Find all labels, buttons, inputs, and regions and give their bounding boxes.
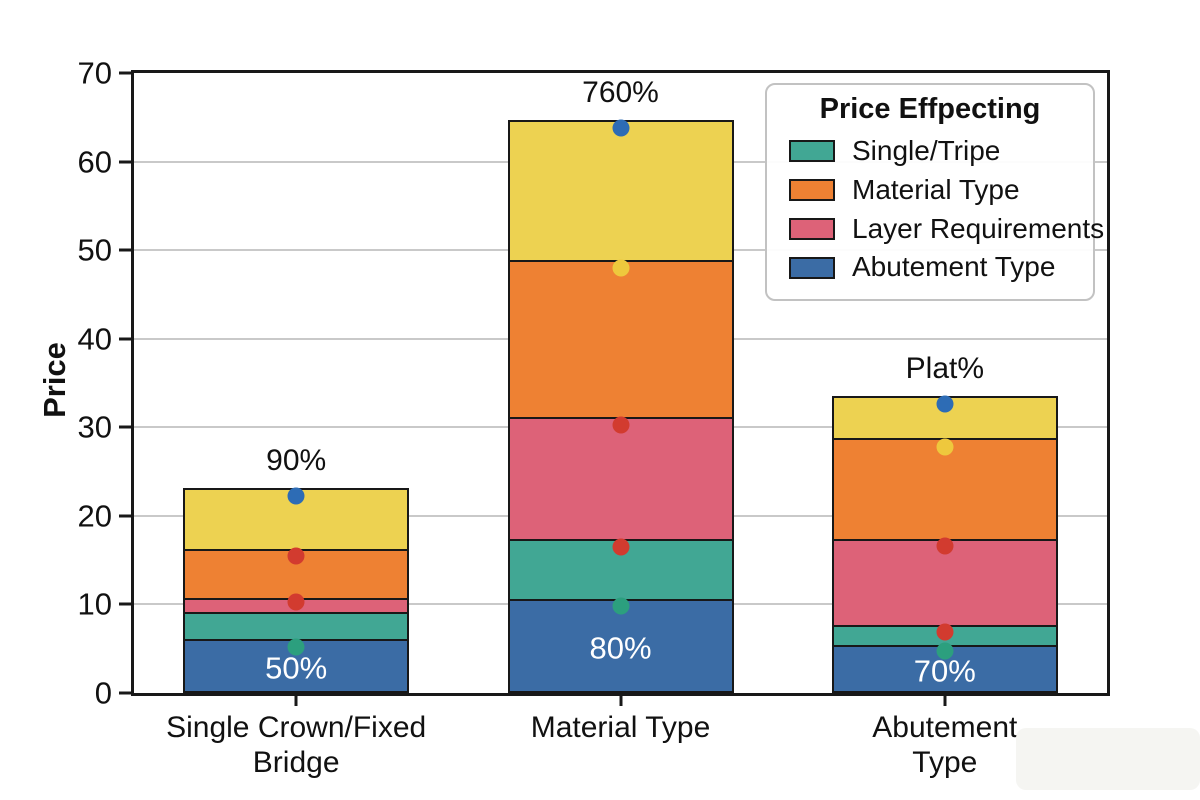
legend-items: Single/Tripe Material Type Layer Requireme… <box>767 132 1104 287</box>
axis-ticks-layer: 0 10 20 30 40 50 60 70 Single Crown/Fixed Bridge… <box>78 58 1107 780</box>
marker-dot <box>612 538 629 556</box>
legend-swatch-icon <box>789 217 835 240</box>
y-tick-mark-20 <box>119 514 134 518</box>
legend-item: Material Type <box>767 171 1093 210</box>
legend-item-label: Layer Requirements <box>852 212 1105 244</box>
bar-inner-label: 80% <box>589 630 652 666</box>
marker-dot <box>612 416 629 434</box>
y-tick-label: 20 <box>77 498 112 534</box>
legend-title: Price Effpecting <box>819 93 1041 125</box>
y-tick-label: 30 <box>77 409 112 445</box>
marker-dot <box>612 119 629 137</box>
y-tick-label: 0 <box>94 675 112 711</box>
x-tick-mark <box>294 696 298 706</box>
y-tick-mark-0 <box>119 691 134 695</box>
x-tick-label: Material Type <box>530 711 711 744</box>
bar-segment-material-type <box>507 259 734 420</box>
legend-swatch-icon <box>789 179 835 202</box>
legend-item: Layer Requirements <box>767 210 1104 249</box>
x-tick-mark <box>619 696 622 706</box>
legend-item-label: Abutement Type <box>852 251 1056 283</box>
bar-annotation: 90% <box>266 444 327 478</box>
bar-inner-label: 50% <box>265 650 328 686</box>
legend-swatch-icon <box>789 140 835 163</box>
x-tick-label: Abutement Type <box>872 711 1018 780</box>
y-tick-mark-40 <box>119 337 134 341</box>
watermark-smudge <box>1016 728 1200 790</box>
marker-dot <box>936 537 954 555</box>
marker-dot <box>287 547 305 565</box>
y-tick-label: 60 <box>77 144 112 180</box>
y-tick-label: 10 <box>77 586 112 622</box>
bars-layer: 90% 50% 760% 80% Plat% 70% <box>134 73 1107 693</box>
bar-annotation: 760% <box>582 75 659 109</box>
bar-annotation: Plat% <box>905 352 985 386</box>
y-tick-mark-10 <box>119 602 134 606</box>
x-tick-mark <box>943 696 947 706</box>
y-tick-mark-30 <box>119 425 134 429</box>
marker-dot <box>287 593 305 611</box>
marker-dot <box>936 395 954 413</box>
y-tick-label: 70 <box>77 55 112 91</box>
marker-dot <box>936 642 954 660</box>
marker-dot <box>612 259 629 276</box>
legend-item: Single/Tripe <box>767 132 1093 171</box>
bar-inner-label: 70% <box>913 653 976 689</box>
y-tick-label: 50 <box>77 232 112 268</box>
marker-dot <box>287 638 305 656</box>
legend-swatch-icon <box>789 256 835 279</box>
legend-item-label: Material Type <box>852 173 1020 205</box>
legend: Price Effpecting Single/Tripe Material Ty… <box>765 83 1104 302</box>
plot-area: 90% 50% 760% 80% Plat% 70% 0 10 20 30 40 50 60 70 Sin… <box>78 58 1110 780</box>
y-tick-mark-60 <box>119 160 134 164</box>
marker-dot <box>287 487 305 505</box>
y-tick-label: 40 <box>77 321 112 357</box>
legend-item-label: Single/Tripe <box>852 135 1001 166</box>
y-tick-mark-70 <box>119 71 134 75</box>
x-tick-label: Single Crown/Fixed Bridge <box>166 711 427 780</box>
marker-dot <box>936 623 954 641</box>
marker-dot <box>612 597 629 615</box>
marker-dot <box>936 438 954 456</box>
y-tick-mark-50 <box>119 248 134 252</box>
legend-item: Abutement Type <box>767 248 1093 287</box>
